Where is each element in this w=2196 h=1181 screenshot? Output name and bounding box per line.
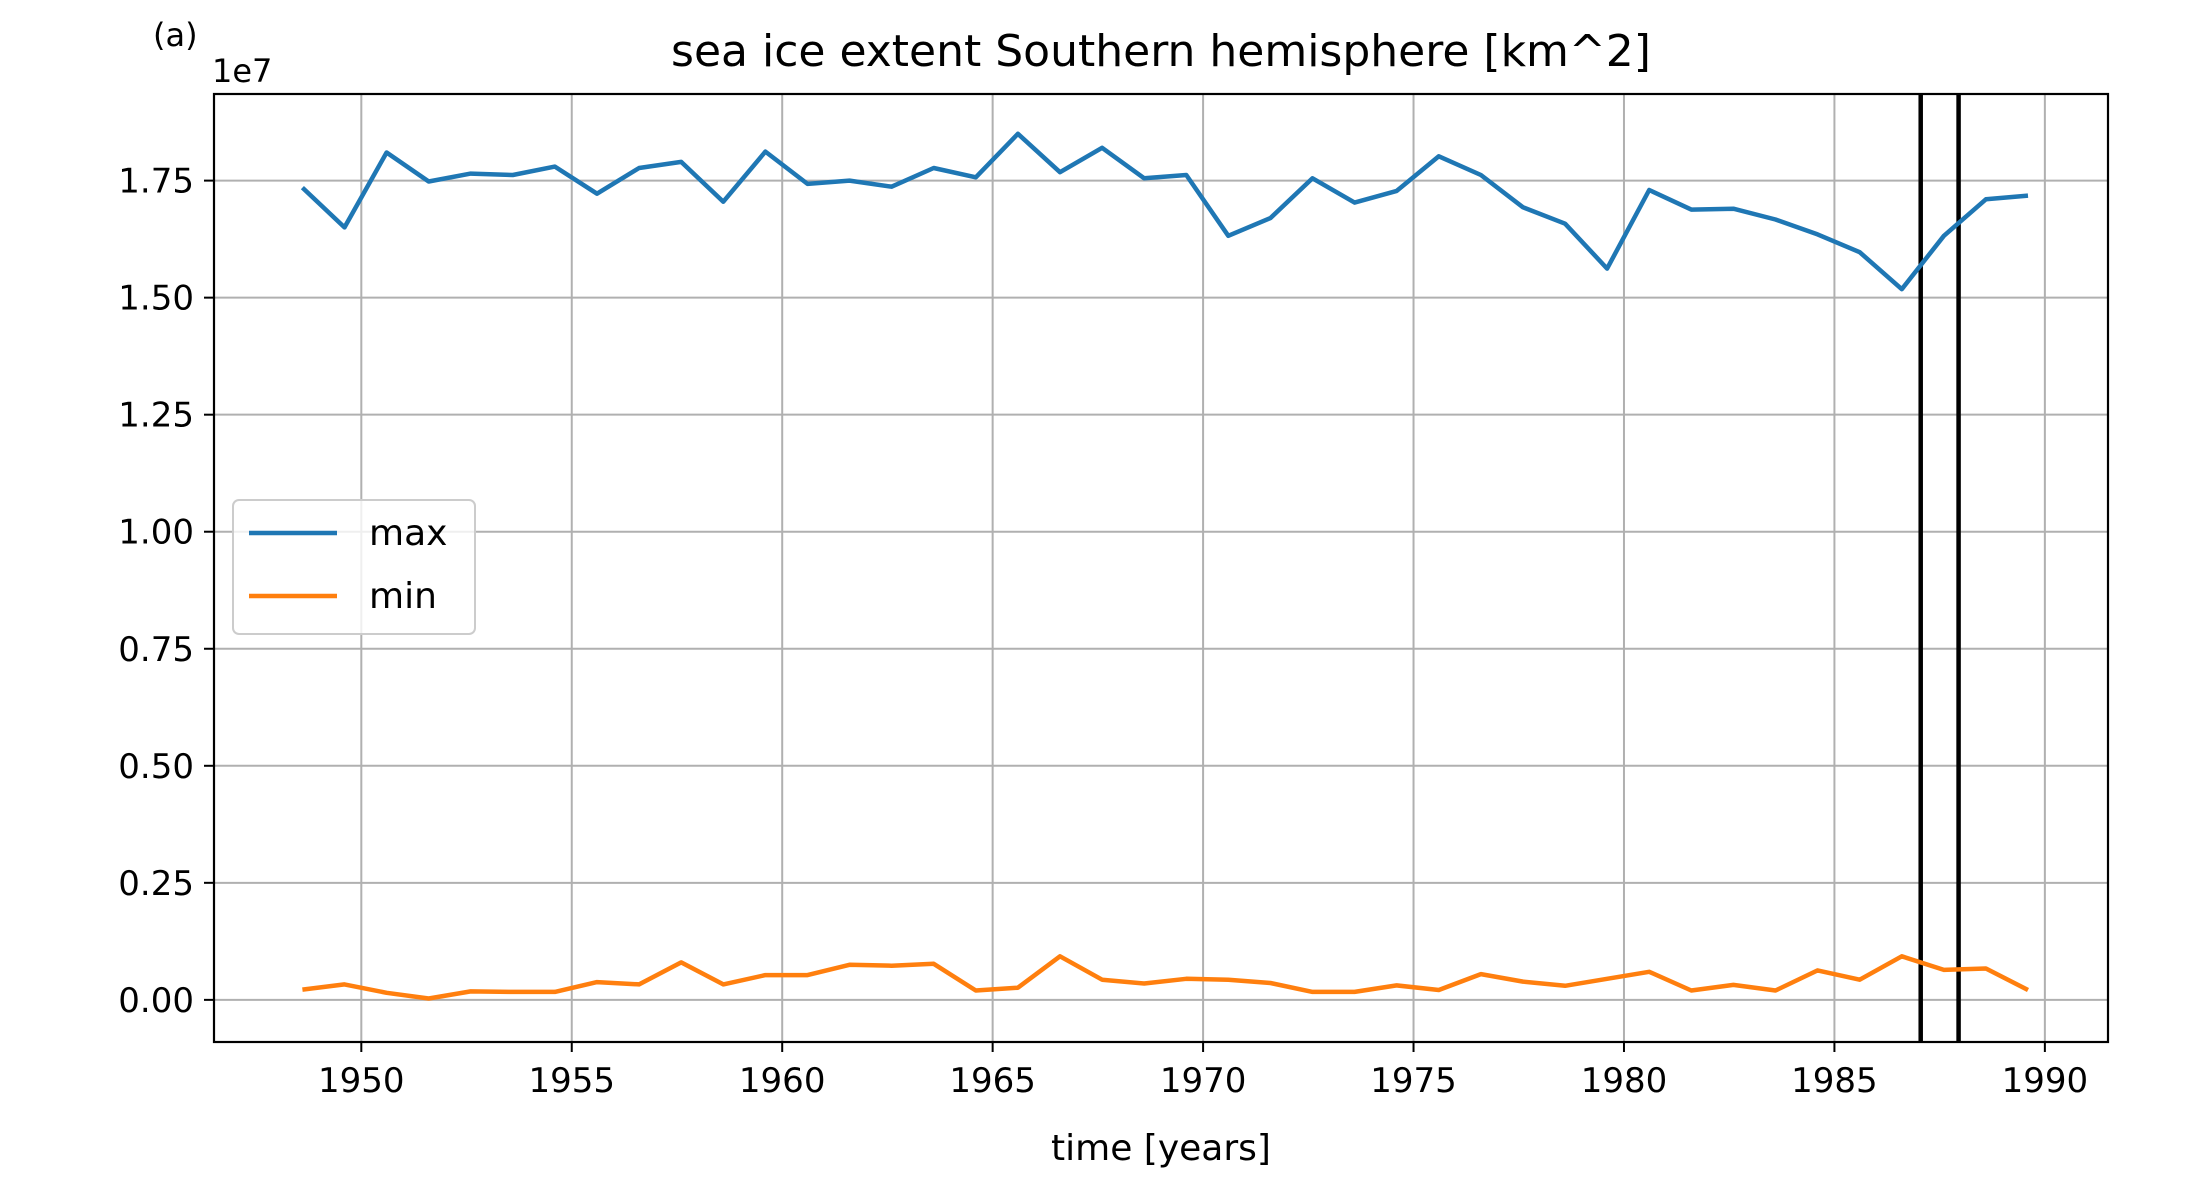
x-tick-label: 1970 <box>1160 1061 1247 1101</box>
y-offset-label: 1e7 <box>212 52 272 90</box>
y-tick-label: 0.25 <box>118 864 194 904</box>
y-tick-label: 1.75 <box>118 162 194 202</box>
x-tick-label: 1990 <box>2002 1061 2089 1101</box>
x-tick-label: 1955 <box>528 1061 615 1101</box>
series-lines <box>300 131 2030 1001</box>
y-axis-ticks: 0.00 0.25 0.50 0.75 1.00 1.25 1.50 1.75 <box>118 162 214 1021</box>
x-tick-label: 1950 <box>318 1061 405 1101</box>
y-tick-label: 0.50 <box>118 747 194 787</box>
plot-frame <box>212 92 2110 1044</box>
y-tick-label: 1.00 <box>118 513 194 553</box>
x-tick-label: 1965 <box>949 1061 1036 1101</box>
y-tick-label: 0.00 <box>118 981 194 1021</box>
series-line-max <box>300 131 2029 292</box>
chart-title: sea ice extent Southern hemisphere [km^2… <box>671 26 1651 77</box>
series-line-min <box>302 954 2030 1001</box>
y-tick-label: 1.25 <box>118 396 194 436</box>
x-axis-label: time [years] <box>1051 1128 1271 1169</box>
panel-label: (a) <box>153 16 198 54</box>
vertical-markers <box>1918 94 1961 1042</box>
y-tick-label: 0.75 <box>118 630 194 670</box>
x-tick-label: 1975 <box>1370 1061 1457 1101</box>
legend-label-min: min <box>369 576 437 617</box>
x-tick-label: 1960 <box>739 1061 826 1101</box>
legend: max min <box>232 499 476 635</box>
x-axis-ticks: 1950 1955 1960 1965 1970 1975 1980 1985 1990 <box>318 1042 2088 1101</box>
y-tick-label: 1.50 <box>118 279 194 319</box>
legend-label-max: max <box>369 513 447 554</box>
grid <box>214 94 2108 1042</box>
x-tick-label: 1985 <box>1791 1061 1878 1101</box>
x-tick-label: 1980 <box>1581 1061 1668 1101</box>
